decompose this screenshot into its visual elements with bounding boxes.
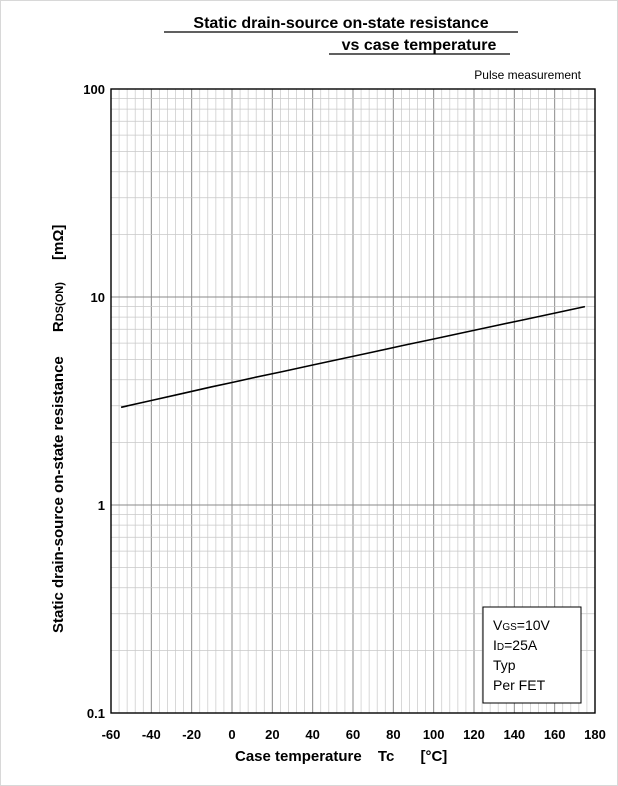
x-axis-label-symbol: Tc xyxy=(378,748,394,765)
chart-title-line2: vs case temperature xyxy=(342,37,497,54)
condition-vgs: VGS=10V xyxy=(493,617,551,633)
condition-vgs-sub: GS xyxy=(502,622,517,633)
y-axis-label-symbol-main: R xyxy=(50,321,67,332)
x-axis-label: Case temperature Tc [°C] xyxy=(235,748,447,765)
chart-title-line1: Static drain-source on-state resistance xyxy=(193,15,488,32)
condition-id-main: I xyxy=(493,637,497,653)
condition-vgs-value: =10V xyxy=(517,617,551,633)
condition-id-value: =25A xyxy=(504,637,538,653)
x-tick-label: 40 xyxy=(305,727,319,742)
x-tick-label: 60 xyxy=(346,727,360,742)
x-axis-label-unit: [°C] xyxy=(420,748,447,765)
x-tick-label: 0 xyxy=(228,727,235,742)
y-axis-label-text: Static drain-source on-state resistance xyxy=(50,356,67,633)
x-tick-label: 20 xyxy=(265,727,279,742)
y-tick-label: 0.1 xyxy=(87,706,105,721)
x-tick-label: -40 xyxy=(142,727,161,742)
x-tick-label: 100 xyxy=(423,727,445,742)
x-tick-label: -60 xyxy=(102,727,121,742)
grid xyxy=(110,89,596,714)
x-axis-label-text: Case temperature xyxy=(235,748,362,765)
series-line xyxy=(120,305,586,409)
y-tick-label: 10 xyxy=(91,290,105,305)
condition-id-sub: D xyxy=(497,642,504,653)
condition-vgs-main: V xyxy=(493,617,503,633)
y-tick-label: 100 xyxy=(83,82,105,97)
condition-id: ID=25A xyxy=(493,637,538,653)
y-axis-label-symbol-sub: DS(ON) xyxy=(54,282,66,321)
y-tick-labels: 100 10 1 0.1 xyxy=(83,82,105,721)
x-tick-label: 140 xyxy=(503,727,525,742)
y-tick-label: 1 xyxy=(98,498,105,513)
pulse-measurement-note: Pulse measurement xyxy=(474,68,581,82)
x-tick-label: 180 xyxy=(584,727,606,742)
x-tick-label: 120 xyxy=(463,727,485,742)
x-tick-label: 160 xyxy=(544,727,566,742)
x-tick-label: 80 xyxy=(386,727,400,742)
x-tick-label: -20 xyxy=(182,727,201,742)
conditions-box xyxy=(482,606,582,704)
x-tick-labels: -60 -40 -20 0 20 40 60 80 100 120 140 160 180 xyxy=(102,727,606,742)
condition-typ: Typ xyxy=(493,657,516,673)
condition-per-fet: Per FET xyxy=(493,677,546,693)
plot-frame xyxy=(110,88,596,714)
y-axis-label: Static drain-source on-state resistance … xyxy=(50,225,67,633)
y-axis-label-unit: [mΩ] xyxy=(50,225,67,260)
